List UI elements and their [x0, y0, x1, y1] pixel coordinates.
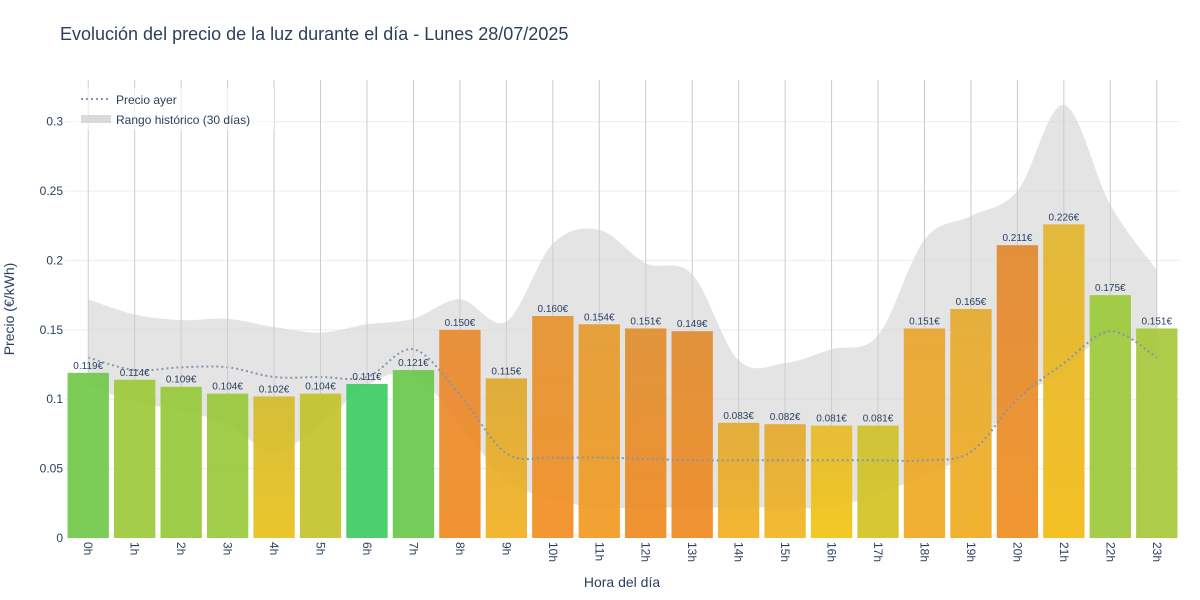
y-tick-label-0: 0 — [56, 531, 63, 545]
x-tick-label-0h: 0h — [81, 542, 95, 555]
x-axis-ticks: 0h 1h 2h 3h 4h 5h 6h 7h 8h 9h 10h 11h 12h 13h 14h 15h 16… — [81, 542, 1164, 562]
bar-value-label-1h: 0.114€ — [120, 368, 150, 379]
legend-yesterday-label[interactable]: Precio ayer — [116, 93, 177, 107]
x-tick-label-7h: 7h — [406, 542, 420, 555]
bar-8h — [439, 329, 481, 538]
legend-range-label[interactable]: Rango histórico (30 días) — [116, 113, 250, 127]
bar-17h — [857, 425, 899, 538]
bar-value-label-12h: 0.151€ — [630, 316, 661, 327]
bar-value-label-4h: 0.102€ — [259, 384, 290, 395]
x-tick-label-23h: 23h — [1150, 542, 1164, 562]
x-tick-label-13h: 13h — [685, 542, 699, 562]
x-tick-label-8h: 8h — [453, 542, 467, 555]
x-tick-label-9h: 9h — [499, 542, 513, 555]
bar-4h — [253, 396, 295, 538]
bar-value-label-3h: 0.104€ — [212, 382, 243, 393]
bar-21h — [1043, 224, 1085, 538]
bar-6h — [346, 383, 388, 538]
bar-value-label-19h: 0.165€ — [956, 297, 987, 308]
legend[interactable]: Precio ayer Rango histórico (30 días) — [74, 88, 274, 130]
x-tick-label-20h: 20h — [1010, 542, 1024, 562]
x-tick-label-10h: 10h — [546, 542, 560, 562]
bar-14h — [717, 422, 760, 538]
bar-value-label-5h: 0.104€ — [305, 382, 336, 393]
y-tick-label-4: 0.2 — [46, 253, 63, 267]
historical-range-area — [88, 104, 1157, 509]
x-tick-label-17h: 17h — [871, 542, 885, 562]
x-tick-label-2h: 2h — [174, 542, 188, 555]
x-tick-label-5h: 5h — [314, 542, 328, 555]
x-tick-label-3h: 3h — [221, 542, 235, 555]
bar-0h — [67, 372, 109, 538]
bar-16h — [810, 425, 853, 538]
x-tick-label-22h: 22h — [1103, 542, 1117, 562]
bar-7h — [392, 370, 435, 538]
price-bars — [67, 224, 1178, 538]
bar-value-label-2h: 0.109€ — [166, 375, 197, 386]
bar-3h — [206, 393, 249, 538]
bar-18h — [903, 328, 946, 538]
x-tick-label-19h: 19h — [964, 542, 978, 562]
bar-value-labels: 0.119€ 0.114€ 0.109€ 0.104€ 0.102€ 0.104€ 0.11… — [73, 212, 1172, 424]
bar-value-label-18h: 0.151€ — [909, 316, 940, 327]
bar-value-label-9h: 0.115€ — [491, 366, 521, 377]
x-tick-label-1h: 1h — [128, 542, 142, 555]
bar-15h — [764, 424, 806, 538]
bar-value-label-8h: 0.150€ — [445, 318, 476, 329]
x-axis-title: Hora del día — [584, 574, 660, 590]
x-tick-label-16h: 16h — [825, 542, 839, 562]
bar-value-label-10h: 0.160€ — [538, 304, 569, 315]
bar-1h — [114, 379, 156, 538]
vertical-gridlines — [87, 80, 1158, 426]
y-tick-label-3: 0.15 — [40, 323, 64, 337]
bar-value-label-13h: 0.149€ — [677, 319, 708, 330]
bar-value-label-16h: 0.081€ — [816, 414, 847, 425]
x-tick-label-11h: 11h — [592, 542, 606, 561]
y-tick-label-2: 0.1 — [46, 392, 63, 406]
bar-value-label-22h: 0.175€ — [1095, 283, 1126, 294]
bar-value-label-21h: 0.226€ — [1049, 212, 1080, 223]
bar-13h — [671, 331, 713, 538]
bar-12h — [625, 328, 667, 538]
historical-range-band — [88, 104, 1157, 509]
bar-10h — [532, 315, 574, 538]
bar-value-label-20h: 0.211€ — [1002, 233, 1032, 244]
x-tick-label-14h: 14h — [732, 542, 746, 562]
bar-value-label-7h: 0.121€ — [398, 358, 429, 369]
bar-20h — [996, 245, 1039, 538]
y-tick-label-5: 0.25 — [40, 184, 64, 198]
bar-9h — [485, 378, 528, 538]
bar-5h — [299, 393, 342, 538]
y-axis-ticks: 0 0.05 0.1 0.15 0.2 0.25 0.3 — [40, 115, 64, 545]
x-tick-label-6h: 6h — [360, 542, 374, 555]
x-tick-label-18h: 18h — [917, 542, 931, 562]
bar-value-label-6h: 0.111€ — [352, 372, 382, 383]
bar-value-label-17h: 0.081€ — [863, 414, 894, 425]
bar-value-label-11h: 0.154€ — [584, 312, 615, 323]
bar-2h — [160, 386, 202, 538]
x-tick-label-4h: 4h — [267, 542, 281, 555]
y-axis-title: Precio (€/kWh) — [1, 263, 17, 356]
bar-value-label-0h: 0.119€ — [73, 361, 103, 372]
bar-value-label-15h: 0.082€ — [770, 412, 801, 423]
y-tick-label-1: 0.05 — [40, 462, 64, 476]
bar-value-label-23h: 0.151€ — [1141, 316, 1172, 327]
bar-value-label-14h: 0.083€ — [723, 411, 754, 422]
bar-23h — [1136, 328, 1178, 538]
chart-title: Evolución del precio de la luz durante e… — [60, 24, 568, 44]
y-tick-label-6: 0.3 — [46, 115, 63, 129]
x-tick-label-12h: 12h — [639, 542, 653, 562]
bar-19h — [950, 309, 992, 538]
x-tick-label-21h: 21h — [1057, 542, 1071, 562]
x-tick-label-15h: 15h — [778, 542, 792, 562]
bar-11h — [578, 324, 620, 538]
